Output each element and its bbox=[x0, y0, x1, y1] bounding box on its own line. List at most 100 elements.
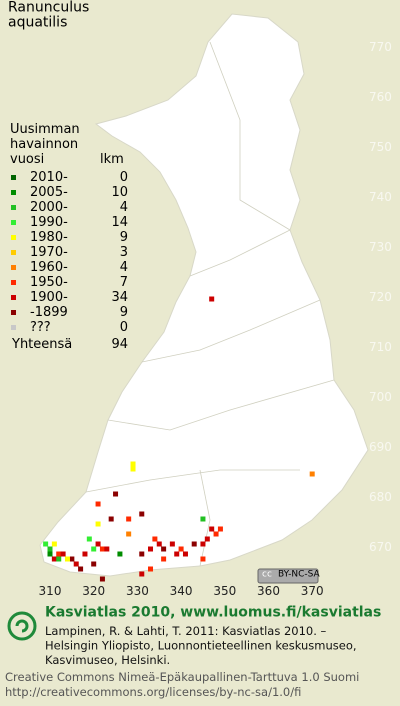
cc-badge: cc BY-NC-SA bbox=[257, 568, 321, 584]
legend-label: -1899 bbox=[30, 305, 68, 320]
occurrence-square bbox=[130, 461, 136, 467]
occurrence-square bbox=[169, 541, 175, 547]
grid-label-x: 320 bbox=[82, 584, 105, 598]
occurrence-square bbox=[126, 531, 132, 537]
grid-label-y: 710 bbox=[369, 340, 392, 354]
occurrence-square bbox=[99, 576, 105, 582]
badge-license: BY-NC-SA bbox=[278, 570, 321, 580]
grid-label-y: 760 bbox=[369, 90, 392, 104]
occurrence-square bbox=[113, 491, 119, 497]
occurrence-square bbox=[139, 511, 145, 517]
grid-label-y: 670 bbox=[369, 540, 392, 554]
legend-count: 3 bbox=[120, 245, 128, 260]
occurrence-square bbox=[117, 551, 123, 557]
occurrence-square bbox=[148, 546, 154, 552]
legend-label: ??? bbox=[30, 320, 51, 335]
legend-label: 2005- bbox=[30, 185, 68, 200]
legend-count: 7 bbox=[120, 275, 128, 290]
legend-label: 1960- bbox=[30, 260, 68, 275]
occurrence-square bbox=[64, 556, 70, 562]
legend-swatch bbox=[11, 220, 16, 225]
citation-line: Lampinen, R. & Lahti, T. 2011: Kasviatla… bbox=[45, 624, 327, 638]
occurrence-square bbox=[148, 566, 154, 572]
legend-count: 4 bbox=[120, 260, 128, 275]
occurrence-square bbox=[200, 541, 206, 547]
grid-label-y: 700 bbox=[369, 390, 392, 404]
legend-swatch bbox=[11, 280, 16, 285]
grid-label-x: 310 bbox=[39, 584, 62, 598]
legend-total-label: Yhteensä bbox=[11, 337, 72, 352]
occurrence-square bbox=[95, 541, 101, 547]
occurrence-square bbox=[60, 551, 66, 557]
occurrence-square bbox=[47, 551, 53, 557]
occurrence-square bbox=[209, 296, 215, 302]
grid-label-y: 740 bbox=[369, 190, 392, 204]
occurrence-square bbox=[73, 561, 79, 567]
occurrence-square bbox=[82, 551, 88, 557]
occurrence-square bbox=[139, 551, 145, 557]
legend-count: 9 bbox=[120, 230, 128, 245]
occurrence-square bbox=[56, 551, 62, 557]
grid-label-x: 330 bbox=[126, 584, 149, 598]
legend-label: 2010- bbox=[30, 170, 68, 185]
legend-count: 4 bbox=[120, 200, 128, 215]
occurrence-square bbox=[139, 571, 145, 577]
occurrence-square bbox=[104, 546, 110, 552]
grid-label-y: 690 bbox=[369, 440, 392, 454]
legend-count-header: lkm bbox=[100, 152, 124, 167]
occurrence-square bbox=[130, 466, 136, 472]
species-name: aquatilis bbox=[8, 15, 67, 31]
occurrence-square bbox=[126, 516, 132, 522]
occurrence-square bbox=[56, 556, 62, 562]
legend-swatch bbox=[11, 175, 16, 180]
grid-label-y: 770 bbox=[369, 40, 392, 54]
legend-count: 14 bbox=[111, 215, 128, 230]
footer-heading: Kasviatlas 2010, www.luomus.fi/kasviatla… bbox=[45, 605, 381, 621]
legend-header: havainnon bbox=[10, 137, 78, 152]
legend-label: 1990- bbox=[30, 215, 68, 230]
grid-label-x: 360 bbox=[257, 584, 280, 598]
legend-header: Uusimman bbox=[10, 122, 80, 137]
occurrence-square bbox=[86, 536, 92, 542]
finland-outline bbox=[39, 13, 369, 577]
citation-line: Helsingin Yliopisto, Luonnontieteellinen… bbox=[45, 638, 357, 652]
occurrence-square bbox=[191, 541, 197, 547]
legend-count: 9 bbox=[120, 305, 128, 320]
occurrence-square bbox=[108, 516, 114, 522]
legend-label: 2000- bbox=[30, 200, 68, 215]
species-name: Ranunculus bbox=[8, 0, 89, 16]
legend-count: 0 bbox=[120, 320, 128, 335]
occurrence-square bbox=[217, 526, 223, 532]
occurrence-square bbox=[156, 541, 162, 547]
occurrence-square bbox=[213, 531, 219, 537]
license-line: http://creativecommons.org/licenses/by-n… bbox=[5, 685, 301, 699]
occurrence-square bbox=[209, 526, 215, 532]
occurrence-square bbox=[95, 521, 101, 527]
legend-label: 1950- bbox=[30, 275, 68, 290]
occurrence-square bbox=[47, 546, 53, 552]
legend-count: 0 bbox=[120, 170, 128, 185]
occurrence-square bbox=[161, 556, 167, 562]
grid-label-x: 340 bbox=[170, 584, 193, 598]
occurrence-square bbox=[99, 546, 105, 552]
occurrence-square bbox=[174, 551, 180, 557]
grid-label-y: 750 bbox=[369, 140, 392, 154]
occurrence-square bbox=[95, 501, 101, 507]
legend-swatch bbox=[11, 295, 16, 300]
license-line: Creative Commons Nimeä-Epäkaupallinen-Ta… bbox=[5, 670, 359, 684]
occurrence-square bbox=[51, 541, 57, 547]
badge-cc: cc bbox=[262, 570, 272, 580]
legend-swatch bbox=[11, 190, 16, 195]
occurrence-square bbox=[43, 541, 49, 547]
grid-label-y: 720 bbox=[369, 290, 392, 304]
legend-swatch bbox=[11, 235, 16, 240]
legend-label: 1980- bbox=[30, 230, 68, 245]
grid-label-x: 350 bbox=[213, 584, 236, 598]
occurrence-square bbox=[69, 556, 75, 562]
legend-swatch bbox=[11, 205, 16, 210]
occurrence-square bbox=[91, 546, 97, 552]
occurrence-square bbox=[78, 566, 84, 572]
occurrence-square bbox=[182, 551, 188, 557]
